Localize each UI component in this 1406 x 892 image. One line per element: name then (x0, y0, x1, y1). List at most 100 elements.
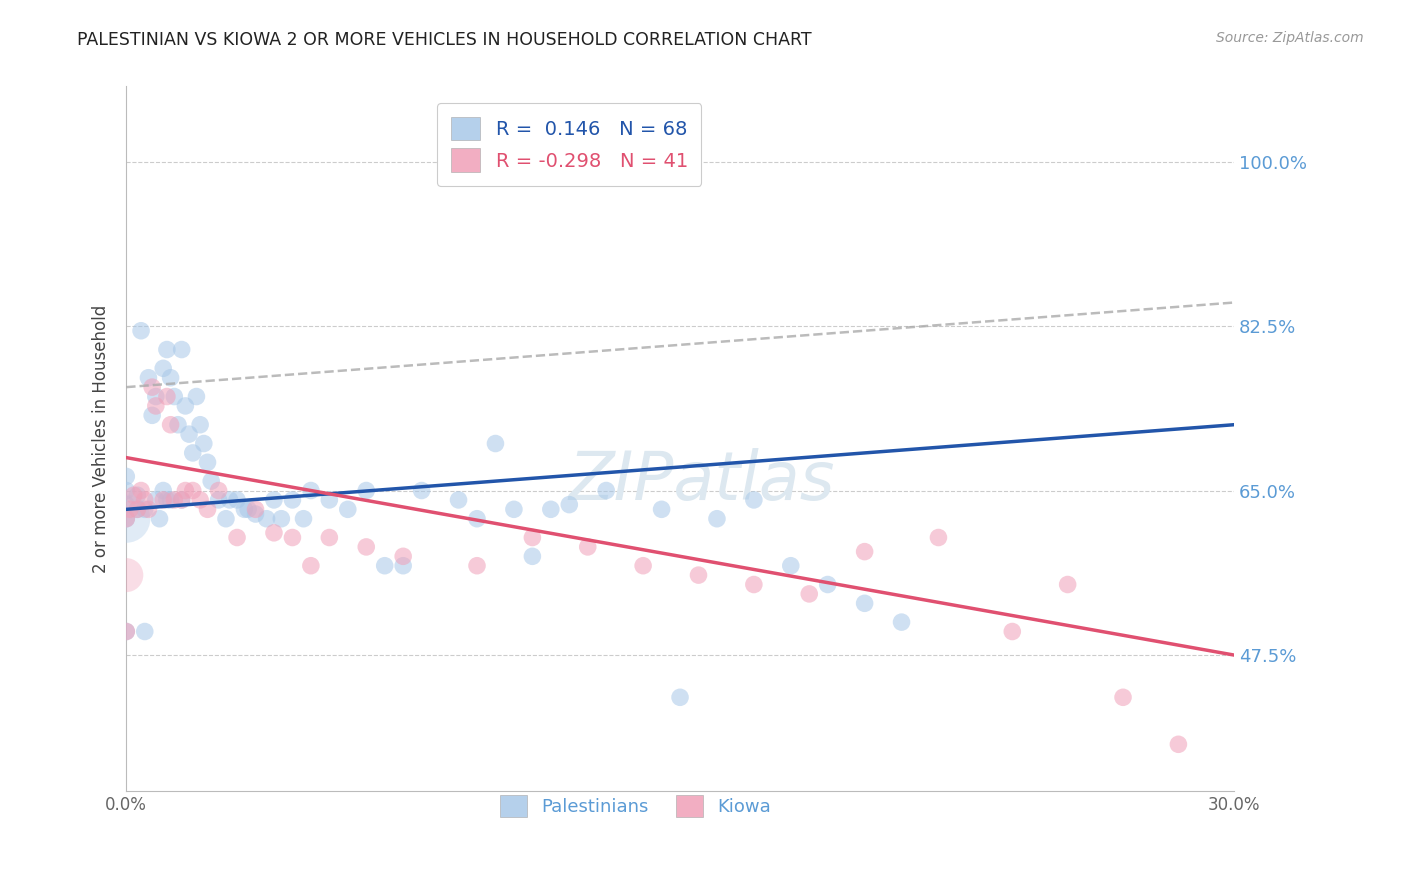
Point (188, 417, 211, 432)
Point (263, 492, 285, 507)
Point (163, 390, 186, 404)
Point (318, 531, 340, 545)
Point (193, 436, 215, 450)
Point (270, 512, 292, 526)
Point (1001, 624, 1024, 639)
Point (115, 512, 138, 526)
Point (163, 492, 186, 507)
Point (174, 399, 197, 413)
Point (1112, 690, 1135, 705)
Point (215, 512, 238, 526)
Point (392, 549, 415, 564)
Point (817, 577, 839, 591)
Point (145, 390, 167, 404)
Point (207, 492, 229, 507)
Point (651, 502, 673, 516)
Point (170, 492, 193, 507)
Point (522, 531, 544, 545)
Point (233, 502, 256, 516)
Point (174, 483, 197, 498)
Point (465, 558, 488, 573)
Point (218, 492, 240, 507)
Point (129, 483, 152, 498)
Point (411, 483, 433, 498)
Point (188, 492, 211, 507)
Point (181, 446, 204, 460)
Text: Source: ZipAtlas.com: Source: ZipAtlas.com (1216, 31, 1364, 45)
Point (159, 417, 181, 432)
Point (134, 492, 156, 507)
Point (145, 492, 167, 507)
Point (890, 615, 912, 629)
Point (138, 370, 160, 384)
Y-axis label: 2 or more Vehicles in Household: 2 or more Vehicles in Household (93, 305, 110, 573)
Point (170, 492, 193, 507)
Point (115, 624, 138, 639)
Point (197, 455, 219, 469)
Point (197, 502, 219, 516)
Point (127, 502, 149, 516)
Point (145, 399, 167, 413)
Point (159, 370, 181, 384)
Point (141, 409, 163, 423)
Point (115, 498, 138, 512)
Text: ZIPatlas: ZIPatlas (569, 448, 835, 514)
Legend: Palestinians, Kiowa: Palestinians, Kiowa (494, 789, 779, 824)
Point (318, 492, 340, 507)
Point (118, 502, 141, 516)
Point (245, 507, 267, 521)
Point (558, 498, 581, 512)
Point (226, 531, 249, 545)
Point (141, 380, 163, 394)
Point (281, 492, 304, 507)
Point (595, 483, 617, 498)
Point (138, 502, 160, 516)
Point (127, 502, 149, 516)
Point (115, 624, 138, 639)
Point (1167, 737, 1189, 751)
Point (688, 568, 710, 582)
Text: PALESTINIAN VS KIOWA 2 OR MORE VEHICLES IN HOUSEHOLD CORRELATION CHART: PALESTINIAN VS KIOWA 2 OR MORE VEHICLES … (77, 31, 811, 49)
Point (148, 512, 170, 526)
Point (115, 568, 138, 582)
Point (281, 531, 304, 545)
Point (156, 390, 179, 404)
Point (299, 483, 322, 498)
Point (152, 483, 174, 498)
Point (256, 512, 278, 526)
Point (1056, 577, 1078, 591)
Point (134, 502, 156, 516)
Point (156, 492, 179, 507)
Point (115, 512, 138, 526)
Point (336, 502, 359, 516)
Point (706, 512, 728, 526)
Point (779, 558, 801, 573)
Point (927, 531, 949, 545)
Point (853, 596, 876, 610)
Point (134, 624, 156, 639)
Point (522, 549, 544, 564)
Point (115, 512, 138, 526)
Point (177, 427, 200, 442)
Point (152, 492, 174, 507)
Point (152, 361, 174, 376)
Point (207, 483, 229, 498)
Point (742, 577, 765, 591)
Point (129, 324, 152, 338)
Point (156, 343, 179, 357)
Point (167, 417, 190, 432)
Point (159, 492, 181, 507)
Point (170, 343, 193, 357)
Point (299, 558, 322, 573)
Point (484, 436, 506, 450)
Point (576, 540, 599, 554)
Point (503, 502, 526, 516)
Point (186, 390, 208, 404)
Point (354, 540, 377, 554)
Point (631, 558, 654, 573)
Point (374, 558, 396, 573)
Point (669, 690, 692, 705)
Point (226, 492, 249, 507)
Point (799, 587, 821, 601)
Point (115, 469, 138, 483)
